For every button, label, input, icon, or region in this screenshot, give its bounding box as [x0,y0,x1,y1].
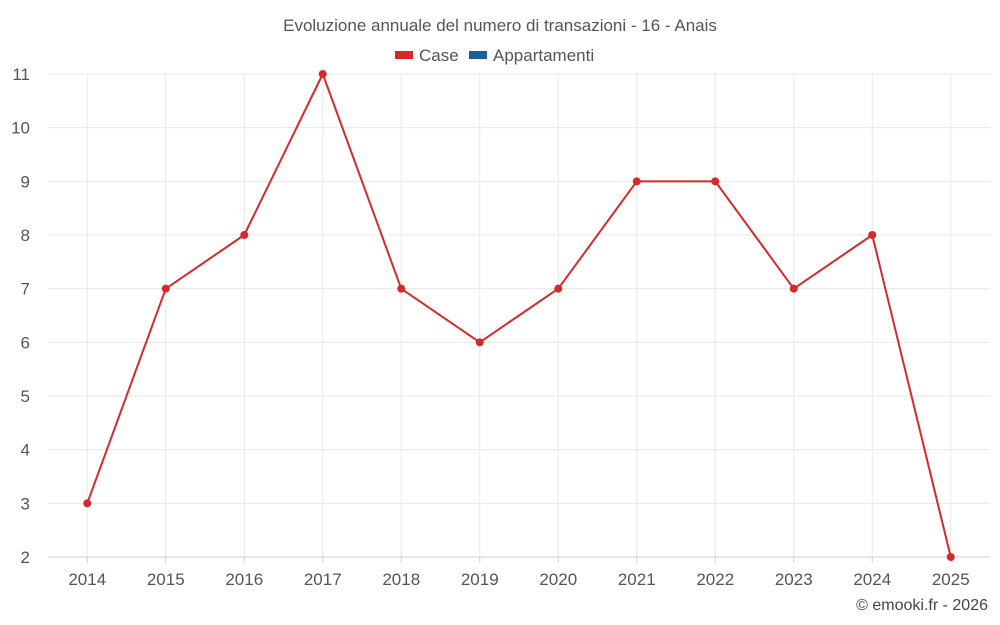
x-tick-label-2024: 2024 [853,570,891,589]
y-tick-label-7: 7 [21,280,30,299]
data-point-2018[interactable] [397,284,406,293]
x-tick-label-2020: 2020 [539,570,577,589]
y-tick-label-11: 11 [12,65,30,84]
footer-credit: © emooki.fr - 2026 [856,597,988,614]
x-tick-label-2016: 2016 [225,570,263,589]
data-point-2019[interactable] [475,338,484,347]
x-tick-label-2025: 2025 [932,570,970,589]
x-tick-label-2014: 2014 [68,570,106,589]
x-tick-label-2018: 2018 [382,570,420,589]
data-point-2015[interactable] [161,284,170,293]
data-point-2017[interactable] [318,70,327,78]
y-tick-label-9: 9 [21,172,30,191]
y-tick-label-6: 6 [21,333,30,352]
data-point-2014[interactable] [83,499,92,508]
y-tick-label-10: 10 [11,119,30,138]
series [83,70,955,561]
x-tick-label-2022: 2022 [696,570,734,589]
axes: 2 3 4 5 6 7 8 9 10 11 2014 2015 2016 2017 2018 2019 2020… [11,65,990,589]
x-tick-label-2017: 2017 [304,570,342,589]
legend-swatch-case [395,51,413,59]
x-tick-label-2023: 2023 [775,570,813,589]
y-tick-label-5: 5 [21,387,30,406]
y-tick-label-8: 8 [21,226,30,245]
x-tick-label-2015: 2015 [147,570,185,589]
legend-item-appartamenti[interactable]: Appartamenti [469,46,594,65]
legend-item-case[interactable]: Case [395,46,459,65]
data-point-2021[interactable] [632,177,641,186]
x-tick-label-2021: 2021 [618,570,656,589]
legend: Case Appartamenti [395,46,594,65]
legend-label-appartamenti: Appartamenti [493,46,594,65]
data-point-2020[interactable] [554,284,563,293]
legend-label-case: Case [419,46,459,65]
y-tick-label-2: 2 [21,548,30,567]
data-point-2025[interactable] [946,553,955,561]
data-point-2022[interactable] [711,177,720,186]
data-point-2023[interactable] [789,284,798,293]
data-point-2024[interactable] [868,231,877,239]
data-point-2016[interactable] [240,231,249,239]
legend-swatch-appartamenti [469,51,487,59]
chart-title: Evoluzione annuale del numero di transaz… [283,16,717,35]
y-tick-label-3: 3 [21,494,30,513]
grid [48,73,990,557]
series-line-case [86,73,952,558]
y-tick-label-4: 4 [21,441,30,460]
x-tick-label-2019: 2019 [461,570,499,589]
